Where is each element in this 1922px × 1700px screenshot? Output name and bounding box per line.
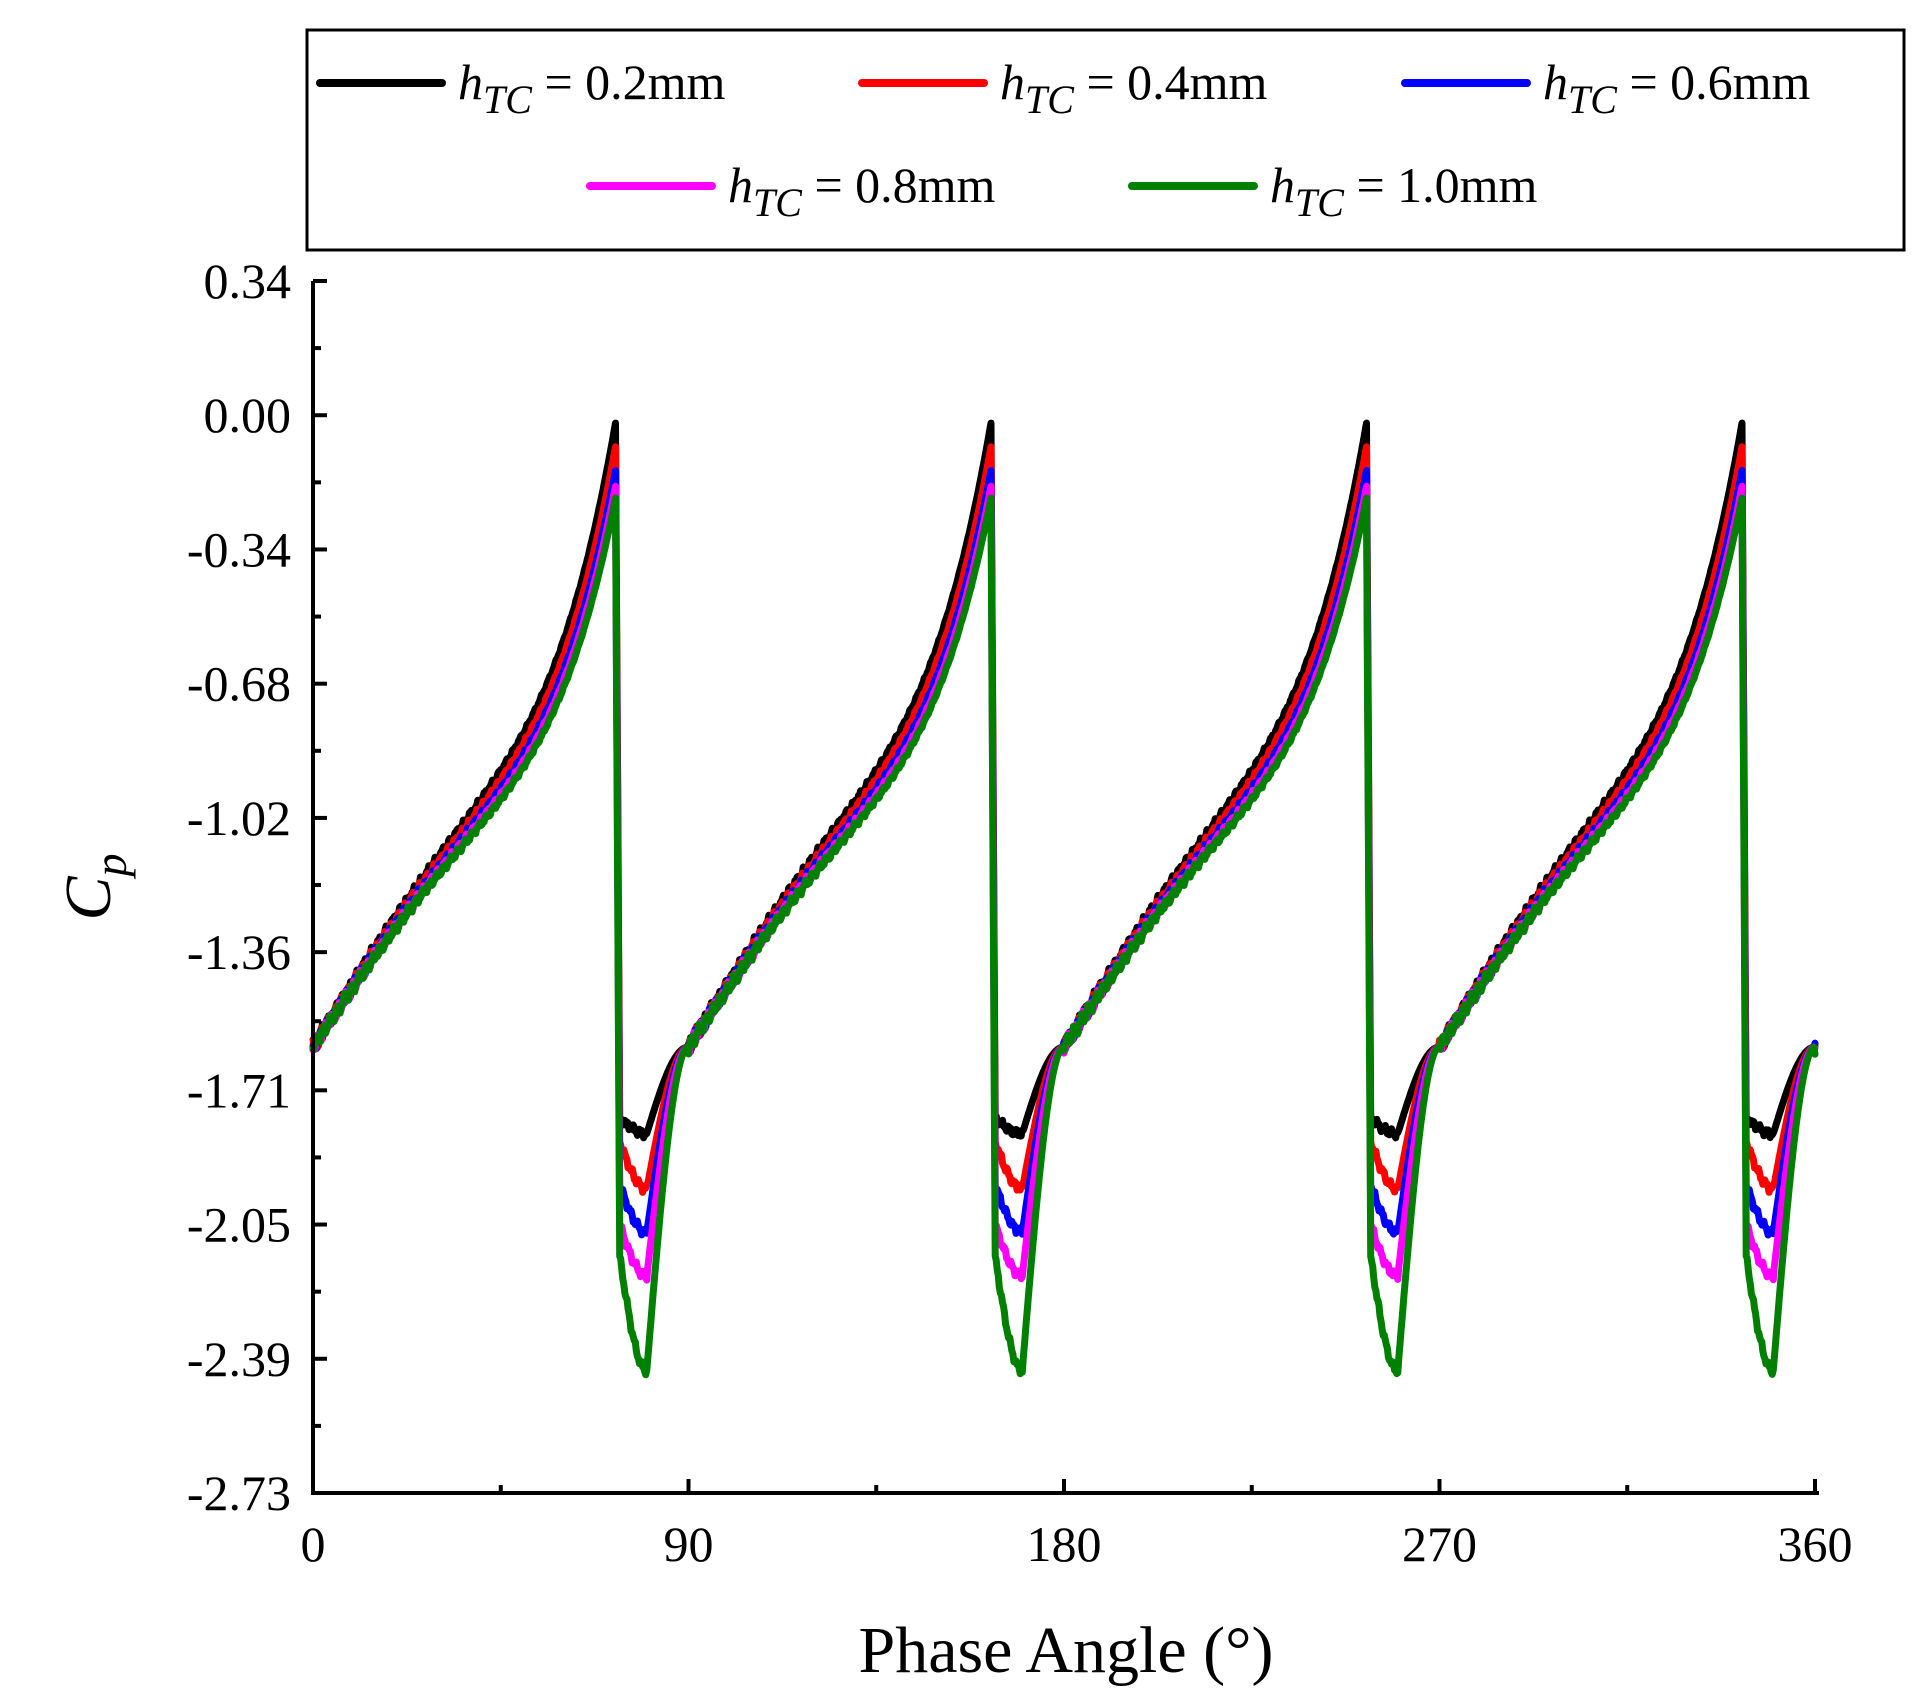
series-group: [309, 419, 1819, 1379]
x-tick-label: 180: [1027, 1516, 1102, 1572]
y-axis-title-sub: p: [85, 853, 136, 879]
legend-label-0: hTC = 0.2mm: [458, 54, 726, 122]
x-tick-label: 270: [1402, 1516, 1477, 1572]
y-tick-label: -1.36: [187, 924, 291, 980]
y-tick-label: -0.68: [187, 656, 291, 712]
y-tick-label: -1.71: [187, 1062, 291, 1118]
legend: hTC = 0.2mm hTC = 0.4mm hTC = 0.6mm hTC = 0…: [305, 28, 1906, 252]
y-tick-label: -2.05: [187, 1197, 291, 1253]
svg-text:Cp: Cp: [52, 853, 136, 920]
series-line-3: [309, 482, 1819, 1284]
x-tick-label: 360: [1778, 1516, 1853, 1572]
legend-label-1: hTC = 0.4mm: [1000, 54, 1268, 122]
y-axis-title-main: C: [52, 876, 125, 921]
legend-box: [305, 28, 1906, 252]
x-tick-label: 90: [664, 1516, 714, 1572]
x-axis-title: Phase Angle (°): [859, 1614, 1274, 1687]
y-tick-label: -0.34: [187, 521, 291, 577]
axes: 0.34 0.00 -0.34 -0.68 -1.02 -1.36 -1.71 -2.05 -2…: [187, 253, 1853, 1572]
series-line-4: [309, 494, 1819, 1379]
y-tick-label: -2.39: [187, 1331, 291, 1387]
y-axis-title: Cp: [52, 853, 136, 920]
legend-label-3: hTC = 0.8mm: [728, 157, 996, 225]
y-tick-label: 0.34: [204, 253, 292, 309]
x-tick-label: 0: [301, 1516, 326, 1572]
y-tick-label: -2.73: [187, 1465, 291, 1521]
legend-label-2: hTC = 0.6mm: [1543, 54, 1811, 122]
y-tick-label: 0.00: [204, 387, 292, 443]
series-line-0: [309, 419, 1819, 1142]
legend-label-4: hTC = 1.0mm: [1270, 157, 1538, 225]
y-tick-label: -1.02: [187, 790, 291, 846]
